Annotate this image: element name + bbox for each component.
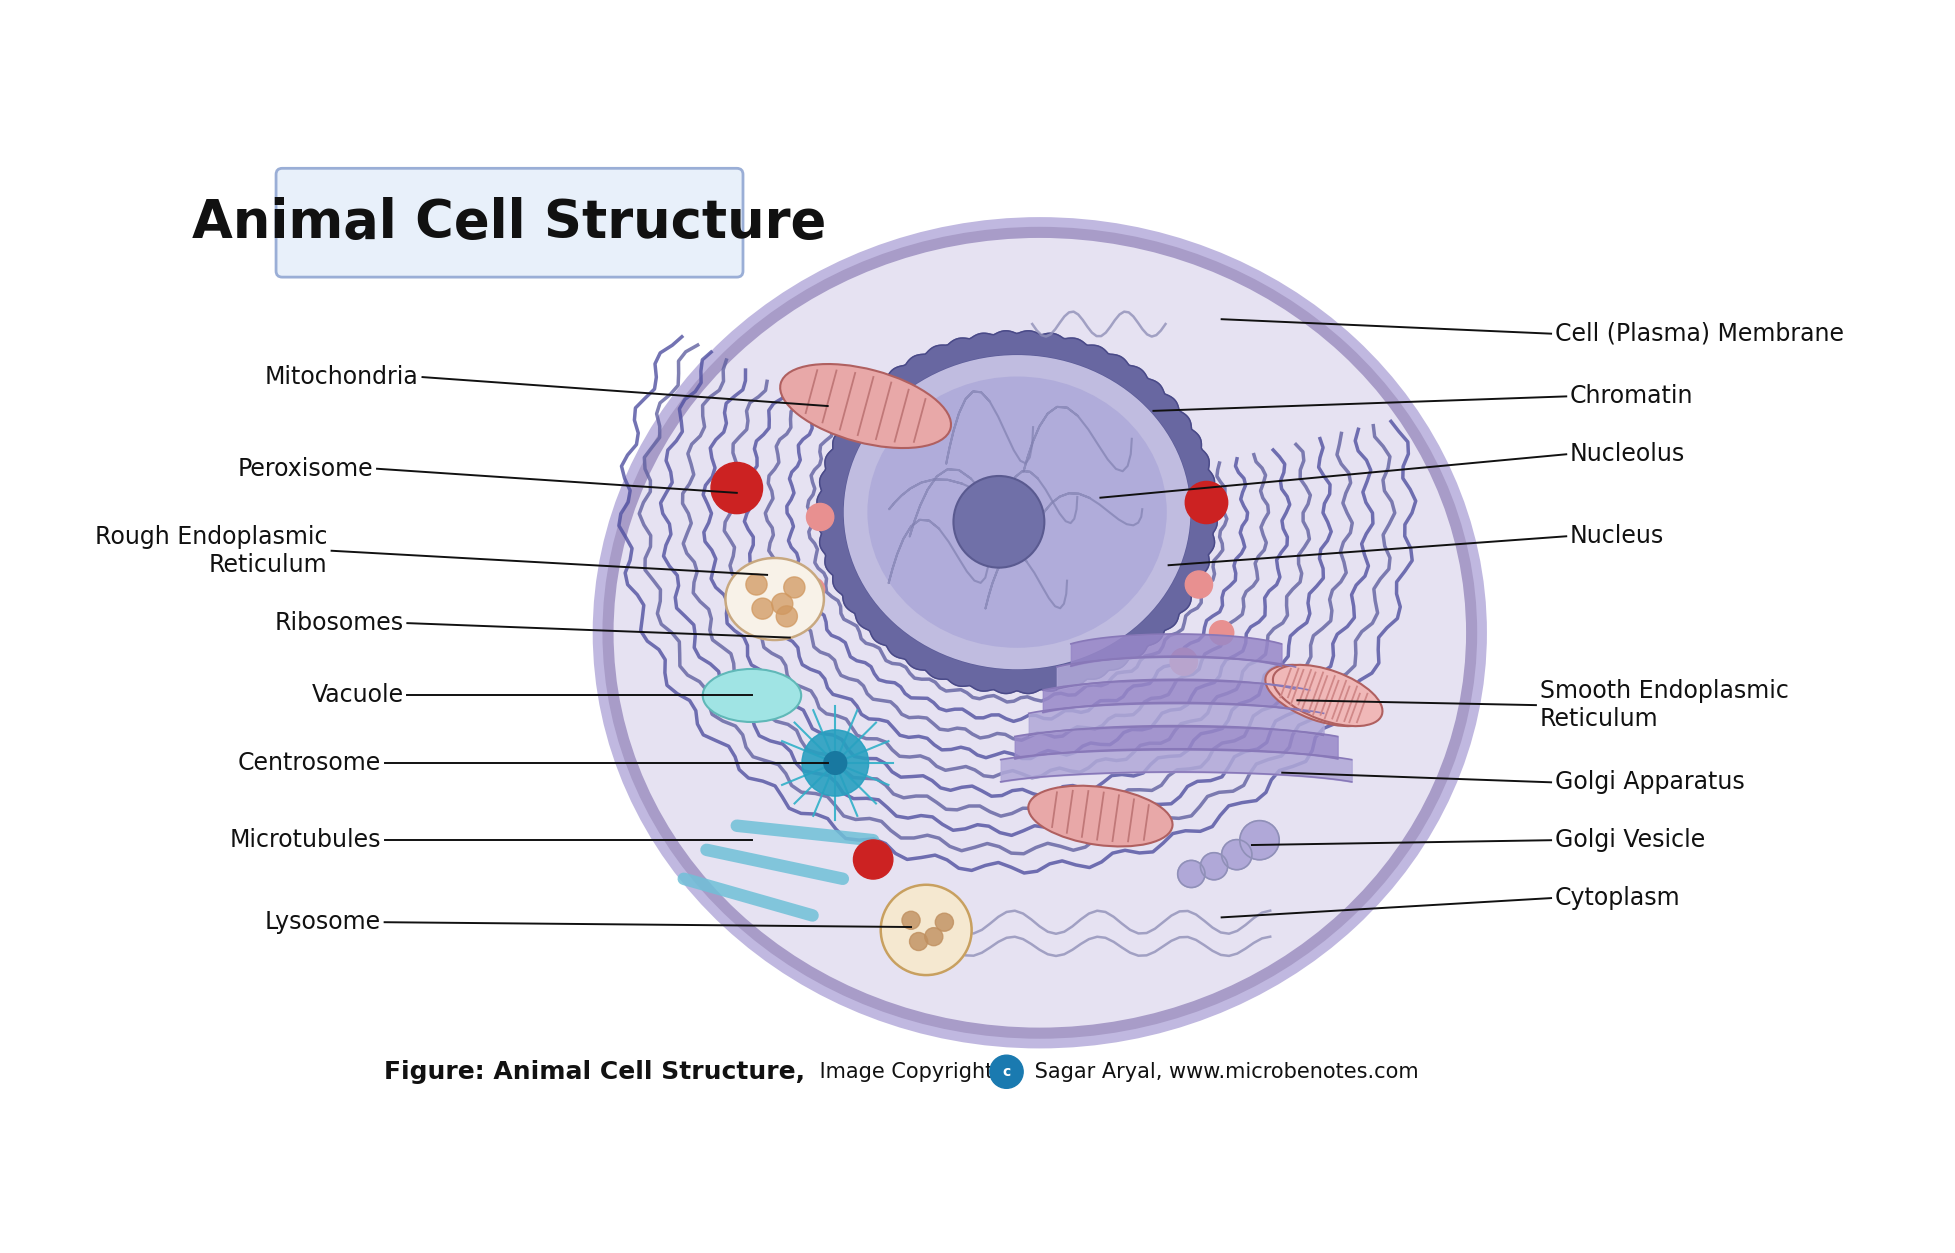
Text: Cytoplasm: Cytoplasm [1554, 886, 1681, 910]
Circle shape [772, 593, 794, 614]
Ellipse shape [725, 558, 823, 640]
Ellipse shape [702, 669, 802, 722]
Circle shape [1177, 861, 1204, 887]
Text: Mitochondria: Mitochondria [264, 365, 418, 390]
Circle shape [712, 462, 762, 514]
Circle shape [1222, 840, 1251, 870]
Circle shape [747, 574, 766, 595]
Text: Microtubules: Microtubules [229, 828, 381, 852]
Circle shape [753, 598, 772, 619]
Circle shape [1171, 648, 1196, 675]
Circle shape [880, 885, 972, 975]
FancyBboxPatch shape [276, 168, 743, 277]
Circle shape [909, 932, 929, 951]
Circle shape [901, 911, 921, 930]
Circle shape [854, 840, 893, 880]
Text: Smooth Endoplasmic
Reticulum: Smooth Endoplasmic Reticulum [1541, 679, 1789, 730]
Text: Lysosome: Lysosome [264, 910, 381, 935]
Text: Golgi Vesicle: Golgi Vesicle [1554, 828, 1705, 852]
Text: Figure: Animal Cell Structure,: Figure: Animal Cell Structure, [383, 1060, 805, 1084]
Circle shape [989, 1055, 1022, 1089]
Text: Animal Cell Structure: Animal Cell Structure [192, 197, 827, 249]
Text: Ribosomes: Ribosomes [274, 611, 403, 635]
Ellipse shape [780, 365, 950, 449]
Text: Cell (Plasma) Membrane: Cell (Plasma) Membrane [1554, 322, 1844, 346]
Circle shape [802, 730, 868, 796]
Circle shape [1185, 571, 1212, 598]
Text: c: c [1003, 1065, 1011, 1079]
Circle shape [1200, 853, 1228, 880]
Text: Vacuole: Vacuole [311, 683, 403, 708]
Text: Peroxisome: Peroxisome [239, 457, 373, 481]
Text: Nucleolus: Nucleolus [1570, 442, 1685, 466]
Circle shape [776, 606, 798, 626]
Ellipse shape [1265, 665, 1374, 725]
Circle shape [925, 927, 942, 946]
Text: Sagar Aryal, www.microbenotes.com: Sagar Aryal, www.microbenotes.com [1028, 1061, 1417, 1081]
Text: Image Copyright: Image Copyright [813, 1061, 999, 1081]
Ellipse shape [845, 355, 1191, 669]
Text: Rough Endoplasmic
Reticulum: Rough Endoplasmic Reticulum [96, 525, 328, 576]
Text: Centrosome: Centrosome [237, 751, 381, 776]
Circle shape [1210, 620, 1234, 645]
Polygon shape [817, 331, 1218, 694]
Text: Nucleus: Nucleus [1570, 524, 1664, 549]
Ellipse shape [1273, 665, 1382, 725]
Circle shape [800, 578, 825, 601]
Circle shape [807, 504, 833, 530]
Ellipse shape [608, 232, 1472, 1034]
Ellipse shape [823, 751, 847, 776]
Ellipse shape [1028, 786, 1173, 847]
Text: Chromatin: Chromatin [1570, 385, 1693, 408]
Circle shape [934, 913, 954, 931]
Ellipse shape [868, 376, 1167, 648]
Text: Golgi Apparatus: Golgi Apparatus [1554, 771, 1744, 794]
Circle shape [784, 576, 805, 598]
Circle shape [1185, 481, 1228, 524]
Ellipse shape [954, 476, 1044, 568]
Circle shape [1239, 821, 1279, 860]
